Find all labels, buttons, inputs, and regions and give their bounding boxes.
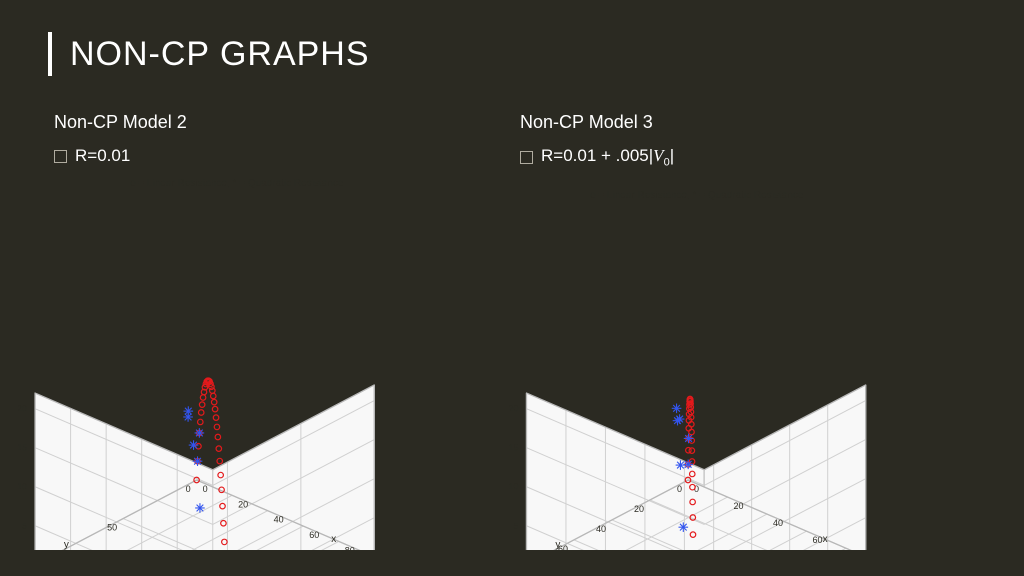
right-subtitle: Non-CP Model 3: [520, 112, 653, 133]
left-subtitle: Non-CP Model 2: [54, 112, 187, 133]
svg-text:10: 10: [508, 482, 518, 492]
left-bullet: R=0.01: [54, 146, 130, 166]
svg-text:0: 0: [677, 484, 682, 494]
svg-text:5: 5: [513, 521, 518, 531]
right-bullet: R=0.01 + .005|V0|: [520, 146, 674, 168]
svg-text:15: 15: [18, 443, 27, 453]
svg-text:40: 40: [274, 515, 284, 525]
slide-title: NON-CP GRAPHS: [70, 35, 370, 74]
right-3d-scatter: 05101520020406080020406080xy: [498, 200, 998, 550]
svg-text:y: y: [64, 539, 69, 550]
slide-title-wrap: NON-CP GRAPHS: [48, 32, 370, 76]
svg-text:10: 10: [18, 482, 27, 492]
svg-text:0: 0: [186, 484, 191, 494]
svg-text:x: x: [331, 534, 336, 545]
left-3d-scatter: 05101520020406080100050100xy: [18, 200, 488, 550]
svg-text:15: 15: [508, 443, 518, 453]
svg-text:20: 20: [18, 404, 27, 414]
svg-text:80: 80: [345, 545, 355, 550]
left-chart-caption: o = Linear Resistance, * = Quadratic Res…: [130, 178, 343, 189]
svg-text:40: 40: [773, 518, 783, 528]
svg-text:y: y: [555, 539, 560, 550]
title-accent-bar: [48, 32, 52, 76]
svg-text:5: 5: [22, 521, 27, 531]
svg-text:40: 40: [596, 524, 606, 534]
svg-text:60: 60: [309, 530, 319, 540]
svg-text:20: 20: [508, 404, 518, 414]
bullet-icon: [520, 151, 533, 164]
svg-text:20: 20: [634, 504, 644, 514]
svg-text:20: 20: [733, 501, 743, 511]
left-bullet-text: R=0.01: [75, 146, 130, 166]
svg-text:x: x: [823, 534, 828, 545]
right-bullet-text: R=0.01 + .005|V0|: [541, 146, 674, 168]
bullet-icon: [54, 150, 67, 163]
svg-text:20: 20: [238, 499, 248, 509]
svg-text:50: 50: [107, 523, 117, 533]
svg-text:0: 0: [203, 484, 208, 494]
svg-text:60: 60: [812, 535, 822, 545]
